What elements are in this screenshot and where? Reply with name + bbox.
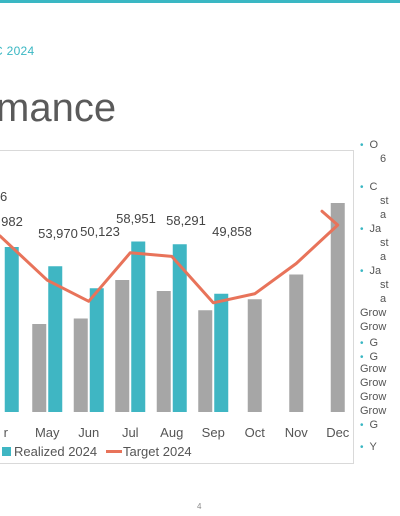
bullet-text: Ja: [369, 223, 382, 235]
bullet-text: G: [369, 351, 379, 363]
bullet-item: • Y: [360, 441, 377, 454]
bullet-continuation: Grow: [360, 405, 386, 417]
bar-realized-may: [48, 266, 63, 412]
data-label-sep: 49,858: [212, 224, 252, 239]
bullet-dot-icon: •: [360, 352, 364, 363]
bullet-text: st: [380, 195, 389, 207]
bullet-dot-icon: •: [360, 420, 364, 431]
bar-prior-nov: [289, 274, 304, 412]
top-accent-rule: [0, 0, 400, 3]
bullet-item: • Ja: [360, 265, 381, 278]
bullet-continuation: st: [380, 237, 389, 249]
bar-prior-jun: [73, 318, 88, 412]
bullet-continuation: a: [380, 293, 386, 305]
bullet-item: • Ja: [360, 223, 381, 236]
bullet-text: Grow: [360, 363, 387, 375]
bullet-text: Grow: [360, 377, 387, 389]
bullet-text: Grow: [360, 391, 387, 403]
bullet-text: Y: [369, 441, 377, 453]
bullet-continuation: Grow: [360, 321, 386, 333]
data-label-may: 53,970: [38, 226, 78, 241]
bullet-text: a: [380, 251, 387, 263]
bullet-dot-icon: •: [360, 140, 364, 151]
bullet-item: • C: [360, 181, 377, 194]
bullet-text: a: [380, 293, 387, 305]
x-tick-label-aug: Aug: [160, 425, 183, 440]
slide-title: mance: [0, 86, 117, 130]
bullet-item: • G: [360, 419, 378, 432]
bar-realized-aug: [172, 244, 187, 412]
bullet-continuation: Grow: [360, 391, 386, 403]
data-label-apr: 982: [1, 214, 23, 229]
x-tick-label-oct: Oct: [245, 425, 266, 440]
bullet-continuation: Grow: [360, 307, 386, 319]
x-tick-label-may: May: [35, 425, 60, 440]
x-tick-label-nov: Nov: [285, 425, 309, 440]
bullet-text: st: [380, 237, 389, 249]
data-label-jun: 50,123: [80, 224, 120, 239]
bullet-dot-icon: •: [360, 442, 364, 453]
data-label-jul: 58,951: [116, 211, 156, 226]
bar-prior-may: [32, 324, 47, 412]
bullet-text: Grow: [360, 307, 387, 319]
x-tick-label-sep: Sep: [202, 425, 225, 440]
bar-prior-aug: [156, 291, 171, 412]
bullet-dot-icon: •: [360, 266, 364, 277]
bullet-text: Grow: [360, 405, 387, 417]
bullet-text: C: [369, 181, 378, 193]
x-tick-label-jun: Jun: [78, 425, 99, 440]
legend-swatch-realized: [2, 447, 11, 456]
legend-label-realized: Realized 2024: [14, 444, 97, 459]
bar-prior-jul: [115, 280, 130, 412]
bullet-continuation: Grow: [360, 377, 386, 389]
page-number: 4: [197, 502, 202, 511]
bullet-text: 6: [380, 153, 387, 165]
target-line: [0, 209, 340, 305]
bar-realized-sep: [214, 293, 229, 412]
bar-prior-sep: [198, 310, 213, 412]
slide-subtitle: C 2024: [0, 44, 35, 58]
performance-chart: r May Jun Jul Aug Sep Oct Nov Dec 982 53,970 50,123…: [0, 189, 350, 459]
bar-realized-apr: [4, 247, 19, 412]
legend-label-target: Target 2024: [123, 444, 192, 459]
bullet-text: Ja: [369, 265, 382, 277]
bullet-dot-icon: •: [360, 338, 364, 349]
bar-realized-jul: [131, 241, 146, 412]
x-tick-label-dec: Dec: [326, 425, 350, 440]
bullet-item: • O: [360, 139, 378, 152]
bullet-item: • G: [360, 351, 378, 364]
bullet-text: a: [380, 209, 387, 221]
bullet-continuation: a: [380, 209, 386, 221]
bullet-item: • G: [360, 337, 378, 350]
bullet-text: O: [369, 139, 379, 151]
bullet-dot-icon: •: [360, 224, 364, 235]
x-tick-label-jul: Jul: [122, 425, 139, 440]
bullet-dot-icon: •: [360, 182, 364, 193]
bar-realized-jun: [89, 288, 104, 412]
bar-prior-dec: [330, 203, 345, 412]
data-label-partial: 6: [0, 189, 7, 204]
bar-prior-oct: [247, 299, 262, 412]
bullet-continuation: Grow: [360, 363, 386, 375]
bullet-continuation: st: [380, 195, 389, 207]
bullet-text: Grow: [360, 321, 387, 333]
bullet-continuation: a: [380, 251, 386, 263]
bullet-text: G: [369, 337, 379, 349]
bullet-text: G: [369, 419, 379, 431]
bullet-continuation: 6: [380, 153, 386, 165]
bullet-continuation: st: [380, 279, 389, 291]
bullet-text: st: [380, 279, 389, 291]
x-tick-label-apr: r: [4, 425, 9, 440]
data-label-aug: 58,291: [166, 213, 206, 228]
